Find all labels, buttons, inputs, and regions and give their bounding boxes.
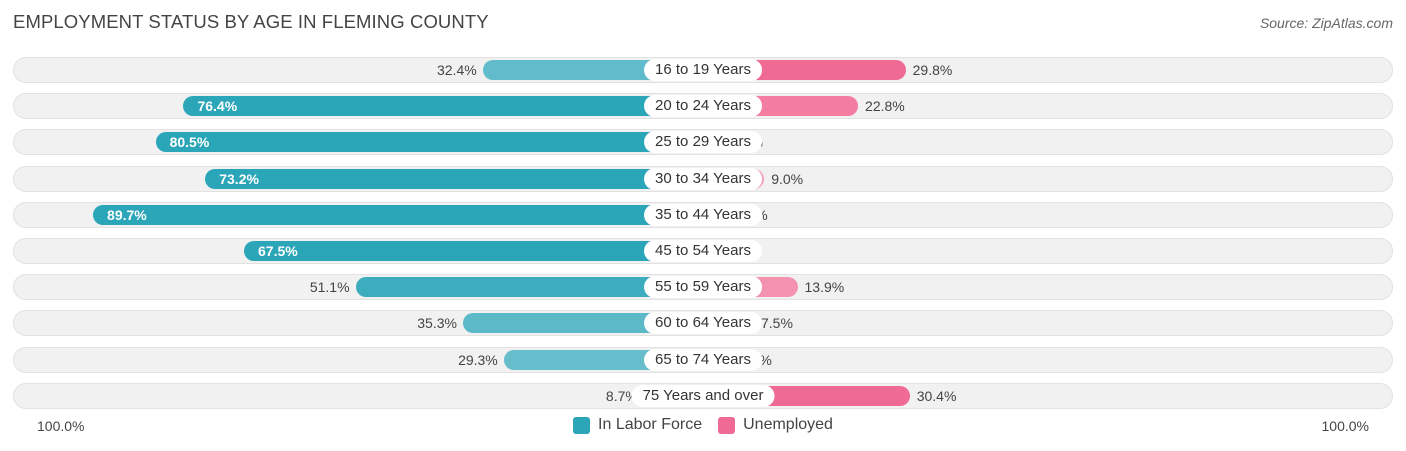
legend-swatch-labor-force <box>573 416 591 434</box>
category-label-75-years-and-over: 75 Years and over <box>631 384 775 407</box>
bar-labor-force-45-to-54-years[interactable] <box>244 241 703 261</box>
value-label-labor-force-55-to-59-years: 51.1% <box>309 279 350 296</box>
legend-item-unemployed[interactable]: Unemployed <box>718 416 833 434</box>
axis-left-label: 100.0% <box>37 418 85 434</box>
category-label-25-to-29-years: 25 to 29 Years <box>644 131 762 154</box>
category-label-30-to-34-years: 30 to 34 Years <box>644 167 762 190</box>
bar-labor-force-60-to-64-years[interactable] <box>462 313 703 334</box>
value-label-labor-force-75-years-and-over: 8.7% <box>605 387 638 404</box>
legend: In Labor Force Unemployed <box>0 416 1406 434</box>
category-label-16-to-19-years: 16 to 19 Years <box>644 59 762 81</box>
source-label: Source: ZipAtlas.com <box>1259 15 1393 31</box>
value-label-labor-force-60-to-64-years: 35.3% <box>417 315 457 332</box>
bar-labor-force-30-to-34-years[interactable] <box>205 168 703 189</box>
value-label-unemployed-30-to-34-years: 9.0% <box>771 170 804 187</box>
value-label-labor-force-35-to-44-years: 89.7% <box>107 206 147 223</box>
category-label-20-to-24-years: 20 to 24 Years <box>644 95 762 118</box>
category-label-65-to-74-years: 65 to 74 Years <box>644 348 762 371</box>
chart-title: EMPLOYMENT STATUS BY AGE IN FLEMING COUN… <box>13 11 489 32</box>
value-label-unemployed-55-to-59-years: 13.9% <box>804 279 845 296</box>
value-label-labor-force-65-to-74-years: 29.3% <box>458 351 498 368</box>
bar-labor-force-25-to-29-years[interactable] <box>155 132 703 153</box>
value-label-labor-force-30-to-34-years: 73.2% <box>219 170 259 187</box>
bar-labor-force-35-to-44-years[interactable] <box>93 204 703 225</box>
value-label-unemployed-16-to-19-years: 29.8% <box>912 62 953 78</box>
value-label-labor-force-20-to-24-years: 76.4% <box>197 98 238 115</box>
legend-label-labor-force: In Labor Force <box>598 416 703 433</box>
value-label-unemployed-60-to-64-years: 7.5% <box>761 315 793 332</box>
category-label-55-to-59-years: 55 to 59 Years <box>644 276 762 299</box>
value-label-labor-force-16-to-19-years: 32.4% <box>436 62 477 78</box>
category-label-45-to-54-years: 45 to 54 Years <box>644 240 762 262</box>
value-label-labor-force-25-to-29-years: 80.5% <box>169 134 210 151</box>
category-label-35-to-44-years: 35 to 44 Years <box>644 203 762 226</box>
value-label-labor-force-45-to-54-years: 67.5% <box>258 243 298 259</box>
value-label-unemployed-20-to-24-years: 22.8% <box>865 98 905 115</box>
bar-labor-force-20-to-24-years[interactable] <box>183 96 703 117</box>
legend-item-labor-force[interactable]: In Labor Force <box>573 416 702 434</box>
bar-labor-force-55-to-59-years[interactable] <box>355 277 703 298</box>
legend-swatch-unemployed <box>718 416 736 434</box>
axis-right-label: 100.0% <box>1321 418 1369 434</box>
legend-label-unemployed: Unemployed <box>743 416 833 433</box>
value-label-unemployed-75-years-and-over: 30.4% <box>916 387 957 404</box>
category-label-60-to-64-years: 60 to 64 Years <box>644 312 762 335</box>
